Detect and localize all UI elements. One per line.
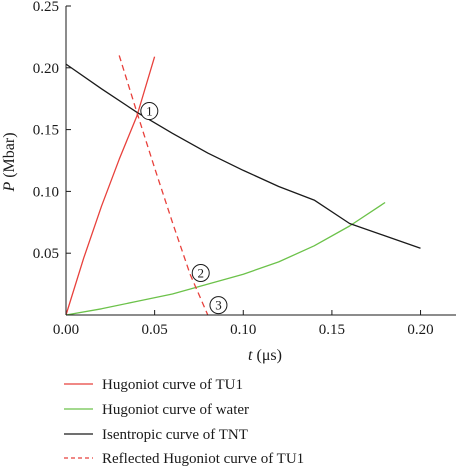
x-tick-label: 0.20 xyxy=(407,322,433,338)
ticks: 0.00 0.05 0.10 0.15 0.20 0.05 0.10 0.15 0.20 0.25 xyxy=(33,0,434,338)
point-marker-label: 1 xyxy=(146,104,153,119)
legend-label: Hugoniot curve of water xyxy=(102,402,249,418)
x-tick-label: 0.15 xyxy=(319,322,345,338)
legend: Hugoniot curve of TU1 Hugoniot curve of w… xyxy=(64,377,304,467)
series-line-hugoniot-curve-of-water xyxy=(65,201,386,316)
point-marker-circle xyxy=(209,296,228,315)
plot-area xyxy=(65,55,421,316)
x-axis-label: t (μs) xyxy=(248,347,282,364)
legend-label: Reflected Hugoniot curve of TU1 xyxy=(102,451,304,467)
y-tick-label: 0.20 xyxy=(33,61,59,77)
point-marker-label: 3 xyxy=(215,298,222,313)
y-axis-label: P (Mbar) xyxy=(1,132,18,192)
y-tick-label: 0.25 xyxy=(33,0,59,15)
point-marker-circle xyxy=(191,263,210,282)
y-tick-label: 0.15 xyxy=(33,123,59,139)
point-markers: 1 2 3 xyxy=(140,102,228,315)
point-marker-label: 2 xyxy=(197,265,204,280)
x-tick-label: 0.05 xyxy=(142,322,168,338)
legend-label: Hugoniot curve of TU1 xyxy=(102,377,243,393)
x-tick-label: 0.00 xyxy=(53,322,79,338)
y-tick-label: 0.10 xyxy=(33,184,59,200)
x-tick-label: 0.10 xyxy=(230,322,256,338)
series-line-isentropic-curve-of-tnt xyxy=(65,63,421,249)
series-line-hugoniot-curve-of-tu1 xyxy=(65,56,156,316)
point-marker-circle xyxy=(140,102,159,121)
axes: t (μs) P (Mbar) xyxy=(1,6,456,364)
legend-label: Isentropic curve of TNT xyxy=(102,427,248,443)
y-tick-label: 0.05 xyxy=(33,246,59,262)
